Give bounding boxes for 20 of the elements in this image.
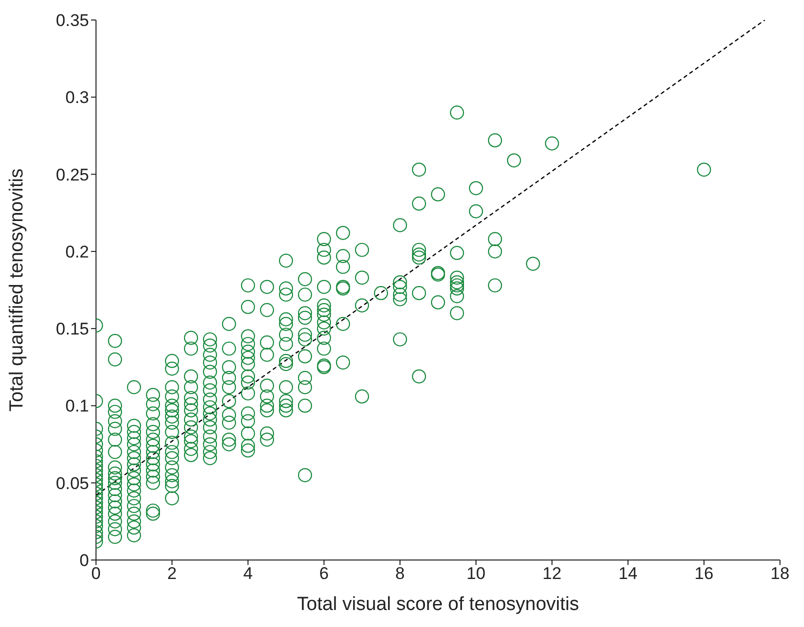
y-tick-label: 0.1 [65, 396, 89, 416]
y-tick-label: 0.3 [65, 88, 89, 108]
x-axis-title: Total visual score of tenosynovitis [297, 594, 579, 615]
x-tick-label: 6 [319, 564, 329, 584]
y-tick-label: 0.05 [56, 474, 89, 493]
x-tick-label: 8 [395, 564, 405, 584]
x-tick-label: 0 [91, 564, 101, 584]
y-axis-title: Total quantified tenosynovitis [6, 168, 28, 412]
y-tick-label: 0.35 [56, 11, 89, 30]
y-tick-label: 0.25 [56, 165, 89, 184]
y-tick-label: 0.15 [56, 320, 89, 339]
y-tick-label: 0 [80, 551, 89, 570]
x-tick-label: 2 [167, 564, 177, 584]
x-tick-label: 16 [694, 564, 714, 584]
x-tick-label: 10 [466, 564, 486, 584]
y-tick-label: 0.2 [65, 242, 89, 262]
x-tick-label: 4 [243, 564, 253, 584]
x-tick-label: 14 [618, 564, 638, 584]
x-tick-label: 18 [770, 564, 790, 584]
x-tick-label: 12 [542, 564, 562, 584]
